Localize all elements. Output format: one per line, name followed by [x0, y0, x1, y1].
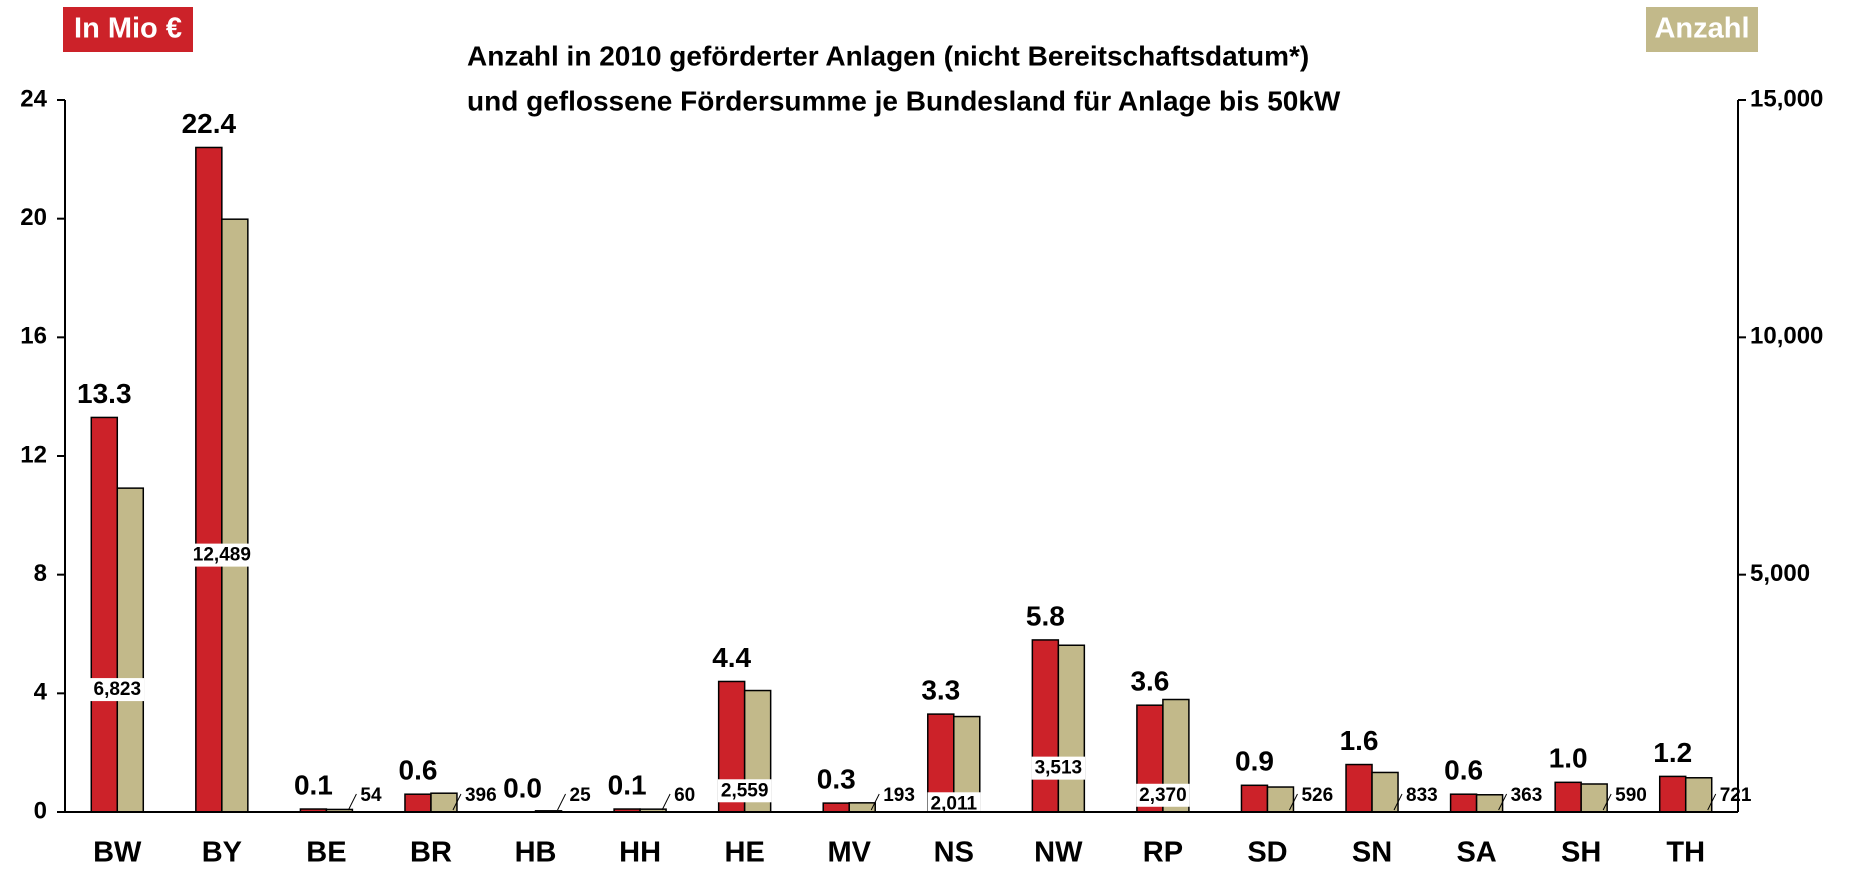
y-tick-label: 16: [20, 323, 47, 350]
leader-line: [1393, 793, 1403, 811]
y2-label-box: [1646, 7, 1758, 52]
bar: [221, 218, 249, 813]
data-label-bg: [90, 678, 145, 702]
bar: [1345, 763, 1373, 813]
data-label: 0.6: [399, 755, 438, 786]
data-label: 590: [1615, 785, 1647, 806]
chart-subtitle: und geflossene Fördersumme je Bundesland…: [467, 85, 1341, 116]
x-tick-label: BW: [93, 837, 142, 869]
data-label: 0.6: [1444, 755, 1483, 786]
y2-axis-label: Anzahl: [1654, 13, 1749, 45]
data-label: 1.0: [1549, 743, 1588, 774]
data-label: 526: [1301, 785, 1333, 806]
x-tick-label: RP: [1143, 837, 1183, 869]
data-label: 363: [1511, 785, 1543, 806]
data-label: 2,559: [721, 780, 769, 801]
bar: [1240, 784, 1269, 813]
leader-line: [452, 793, 462, 811]
data-label: 396: [465, 785, 497, 806]
leader-line: [557, 793, 566, 811]
x-tick-label: NS: [934, 837, 974, 869]
bar: [1580, 783, 1608, 813]
y2-tick-label: 10,000: [1750, 323, 1823, 350]
x-tick-label: BE: [306, 837, 346, 869]
bar: [848, 802, 876, 813]
x-tick-label: TH: [1666, 837, 1705, 869]
data-label: 0.9: [1235, 746, 1274, 777]
data-label: 1.6: [1340, 725, 1379, 756]
bar: [1371, 771, 1399, 813]
data-label: 0.3: [817, 763, 856, 794]
data-label: 0.0: [503, 772, 542, 803]
data-label: 25: [570, 785, 592, 806]
data-label: 22.4: [182, 108, 237, 139]
data-label: 3.3: [921, 674, 960, 705]
bar: [1658, 775, 1687, 813]
data-label-bg: [927, 792, 981, 816]
data-label: 193: [883, 785, 915, 806]
data-label: 13.3: [77, 378, 132, 409]
y-tick-label: 12: [20, 441, 47, 468]
bar: [1031, 639, 1060, 813]
y-tick-label: 8: [34, 560, 47, 587]
data-label: 54: [360, 785, 382, 806]
bar: [1057, 644, 1086, 813]
y-tick-label: 4: [34, 679, 48, 706]
bar: [404, 793, 432, 813]
y2-tick-label: 15,000: [1750, 85, 1823, 112]
x-tick-label: SD: [1247, 837, 1287, 869]
x-tick-label: SH: [1561, 837, 1601, 869]
data-label: 833: [1406, 785, 1438, 806]
bar: [1266, 786, 1295, 813]
data-label: 60: [674, 785, 695, 806]
bar: [822, 802, 850, 813]
bar: [90, 416, 119, 813]
bar: [195, 146, 223, 813]
leader-line: [870, 793, 880, 811]
data-label: 3.6: [1130, 666, 1169, 697]
x-tick-label: BR: [410, 837, 452, 869]
data-label-bg: [717, 779, 772, 803]
data-label: 721: [1720, 785, 1752, 806]
data-label: 3,513: [1035, 758, 1083, 779]
x-tick-label: MV: [827, 837, 871, 869]
data-label: 0.1: [608, 769, 647, 800]
y-label-box: [63, 7, 193, 52]
data-label-bg: [189, 543, 254, 567]
data-label: 4.4: [712, 642, 751, 673]
x-tick-label: NW: [1034, 837, 1083, 869]
leader-line: [1498, 793, 1508, 811]
data-label: 5.8: [1026, 600, 1065, 631]
leader-line: [661, 793, 671, 811]
y-tick-label: 20: [20, 204, 47, 231]
y2-tick-label: 5,000: [1750, 560, 1810, 587]
data-label: 2,011: [931, 793, 978, 814]
leader-line: [1707, 793, 1717, 811]
leader-line: [347, 793, 357, 811]
data-label: 1.2: [1653, 737, 1692, 768]
bar: [1449, 793, 1478, 813]
data-label-bg: [1136, 783, 1190, 807]
y-axis-label: In Mio €: [74, 13, 182, 45]
x-tick-label: BY: [202, 837, 242, 869]
bar: [116, 487, 145, 813]
data-label: 12,489: [193, 545, 251, 566]
data-label: 0.1: [294, 769, 333, 800]
leader-line: [1289, 793, 1298, 811]
x-tick-label: HB: [515, 837, 557, 869]
x-tick-label: SA: [1456, 837, 1496, 869]
data-label: 2,370: [1139, 785, 1187, 806]
bar: [1684, 777, 1713, 813]
data-label-bg: [1031, 756, 1086, 780]
y-tick-label: 0: [34, 797, 47, 824]
y-tick-label: 24: [20, 85, 47, 112]
bar: [1554, 781, 1582, 813]
data-label: 6,823: [94, 679, 142, 700]
x-tick-label: HE: [725, 837, 765, 869]
x-tick-label: HH: [619, 837, 661, 869]
x-tick-label: SN: [1352, 837, 1392, 869]
chart-title: Anzahl in 2010 geförderter Anlagen (nich…: [467, 40, 1309, 71]
leader-line: [1602, 793, 1612, 811]
